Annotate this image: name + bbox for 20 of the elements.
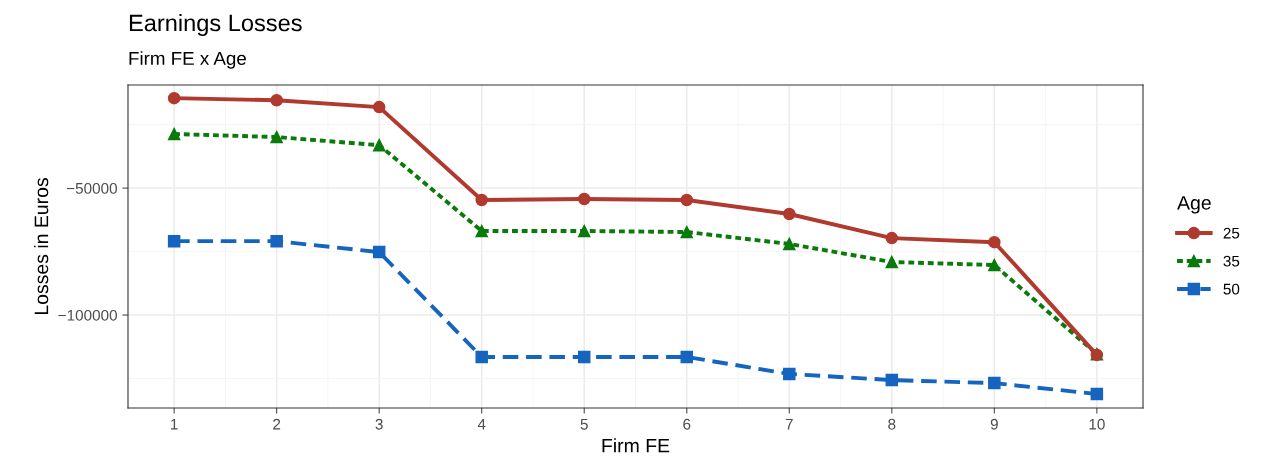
y-axis-title: Losses in Euros xyxy=(34,178,49,315)
legend-label: 25 xyxy=(1223,227,1240,239)
x-tick-label: 3 xyxy=(375,418,383,430)
x-tick-label: 1 xyxy=(171,418,178,430)
x-tick-label: 5 xyxy=(580,418,588,430)
x-tick-label: 4 xyxy=(477,418,486,430)
y-tick-label: −100000 xyxy=(58,309,117,321)
x-tick-label: 8 xyxy=(888,418,896,430)
chart-title: Earnings Losses xyxy=(129,14,302,36)
x-tick-label: 6 xyxy=(683,418,691,430)
x-tick-label: 7 xyxy=(785,418,793,430)
chart-subtitle: Firm FE x Age xyxy=(129,51,246,69)
x-tick-label: 9 xyxy=(990,418,998,430)
legend-label: 50 xyxy=(1223,283,1240,295)
x-tick-label: 2 xyxy=(273,418,281,430)
y-tick-label: −50000 xyxy=(66,182,117,194)
x-tick-label: 10 xyxy=(1089,418,1105,430)
x-axis-title: Firm FE xyxy=(602,438,670,453)
legend-label: 35 xyxy=(1223,255,1240,267)
legend-title: Age xyxy=(1177,196,1211,214)
